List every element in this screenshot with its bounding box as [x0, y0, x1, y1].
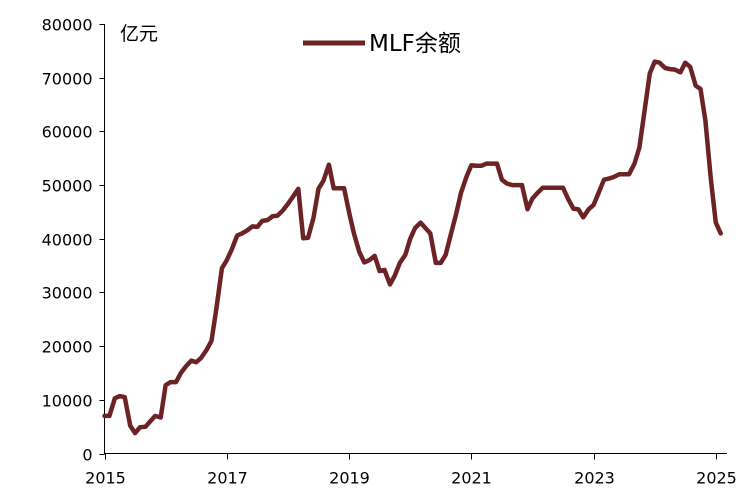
x-tick-label: 2021 [451, 469, 492, 488]
legend: MLF余额 [303, 31, 461, 57]
y-tick-label: 70000 [42, 70, 93, 89]
y-tick-label: 80000 [42, 16, 93, 35]
y-tick-label: 20000 [42, 338, 93, 357]
x-tick-group: 2015 2017 2019 2021 2023 2025 [85, 453, 737, 488]
y-tick-label: 10000 [42, 392, 93, 411]
x-tick-label: 2017 [207, 469, 248, 488]
x-tick-label: 2015 [85, 469, 126, 488]
x-tick-label: 2025 [696, 469, 737, 488]
y-tick-label: 50000 [42, 177, 93, 196]
x-tick-label: 2019 [329, 469, 370, 488]
y-tick-label: 60000 [42, 123, 93, 142]
series-group [102, 59, 723, 436]
y-unit-label: 亿元 [120, 23, 158, 45]
legend-label-mlf: MLF余额 [369, 31, 461, 57]
y-tick-group: 0 10000 20000 30000 40000 50000 60000 70000 8000… [42, 16, 105, 465]
y-tick-label: 40000 [42, 231, 93, 250]
x-tick-label: 2023 [574, 469, 615, 488]
y-tick-label: 0 [82, 446, 92, 465]
y-tick-label: 30000 [42, 284, 93, 303]
series-line-mlf [102, 59, 723, 436]
